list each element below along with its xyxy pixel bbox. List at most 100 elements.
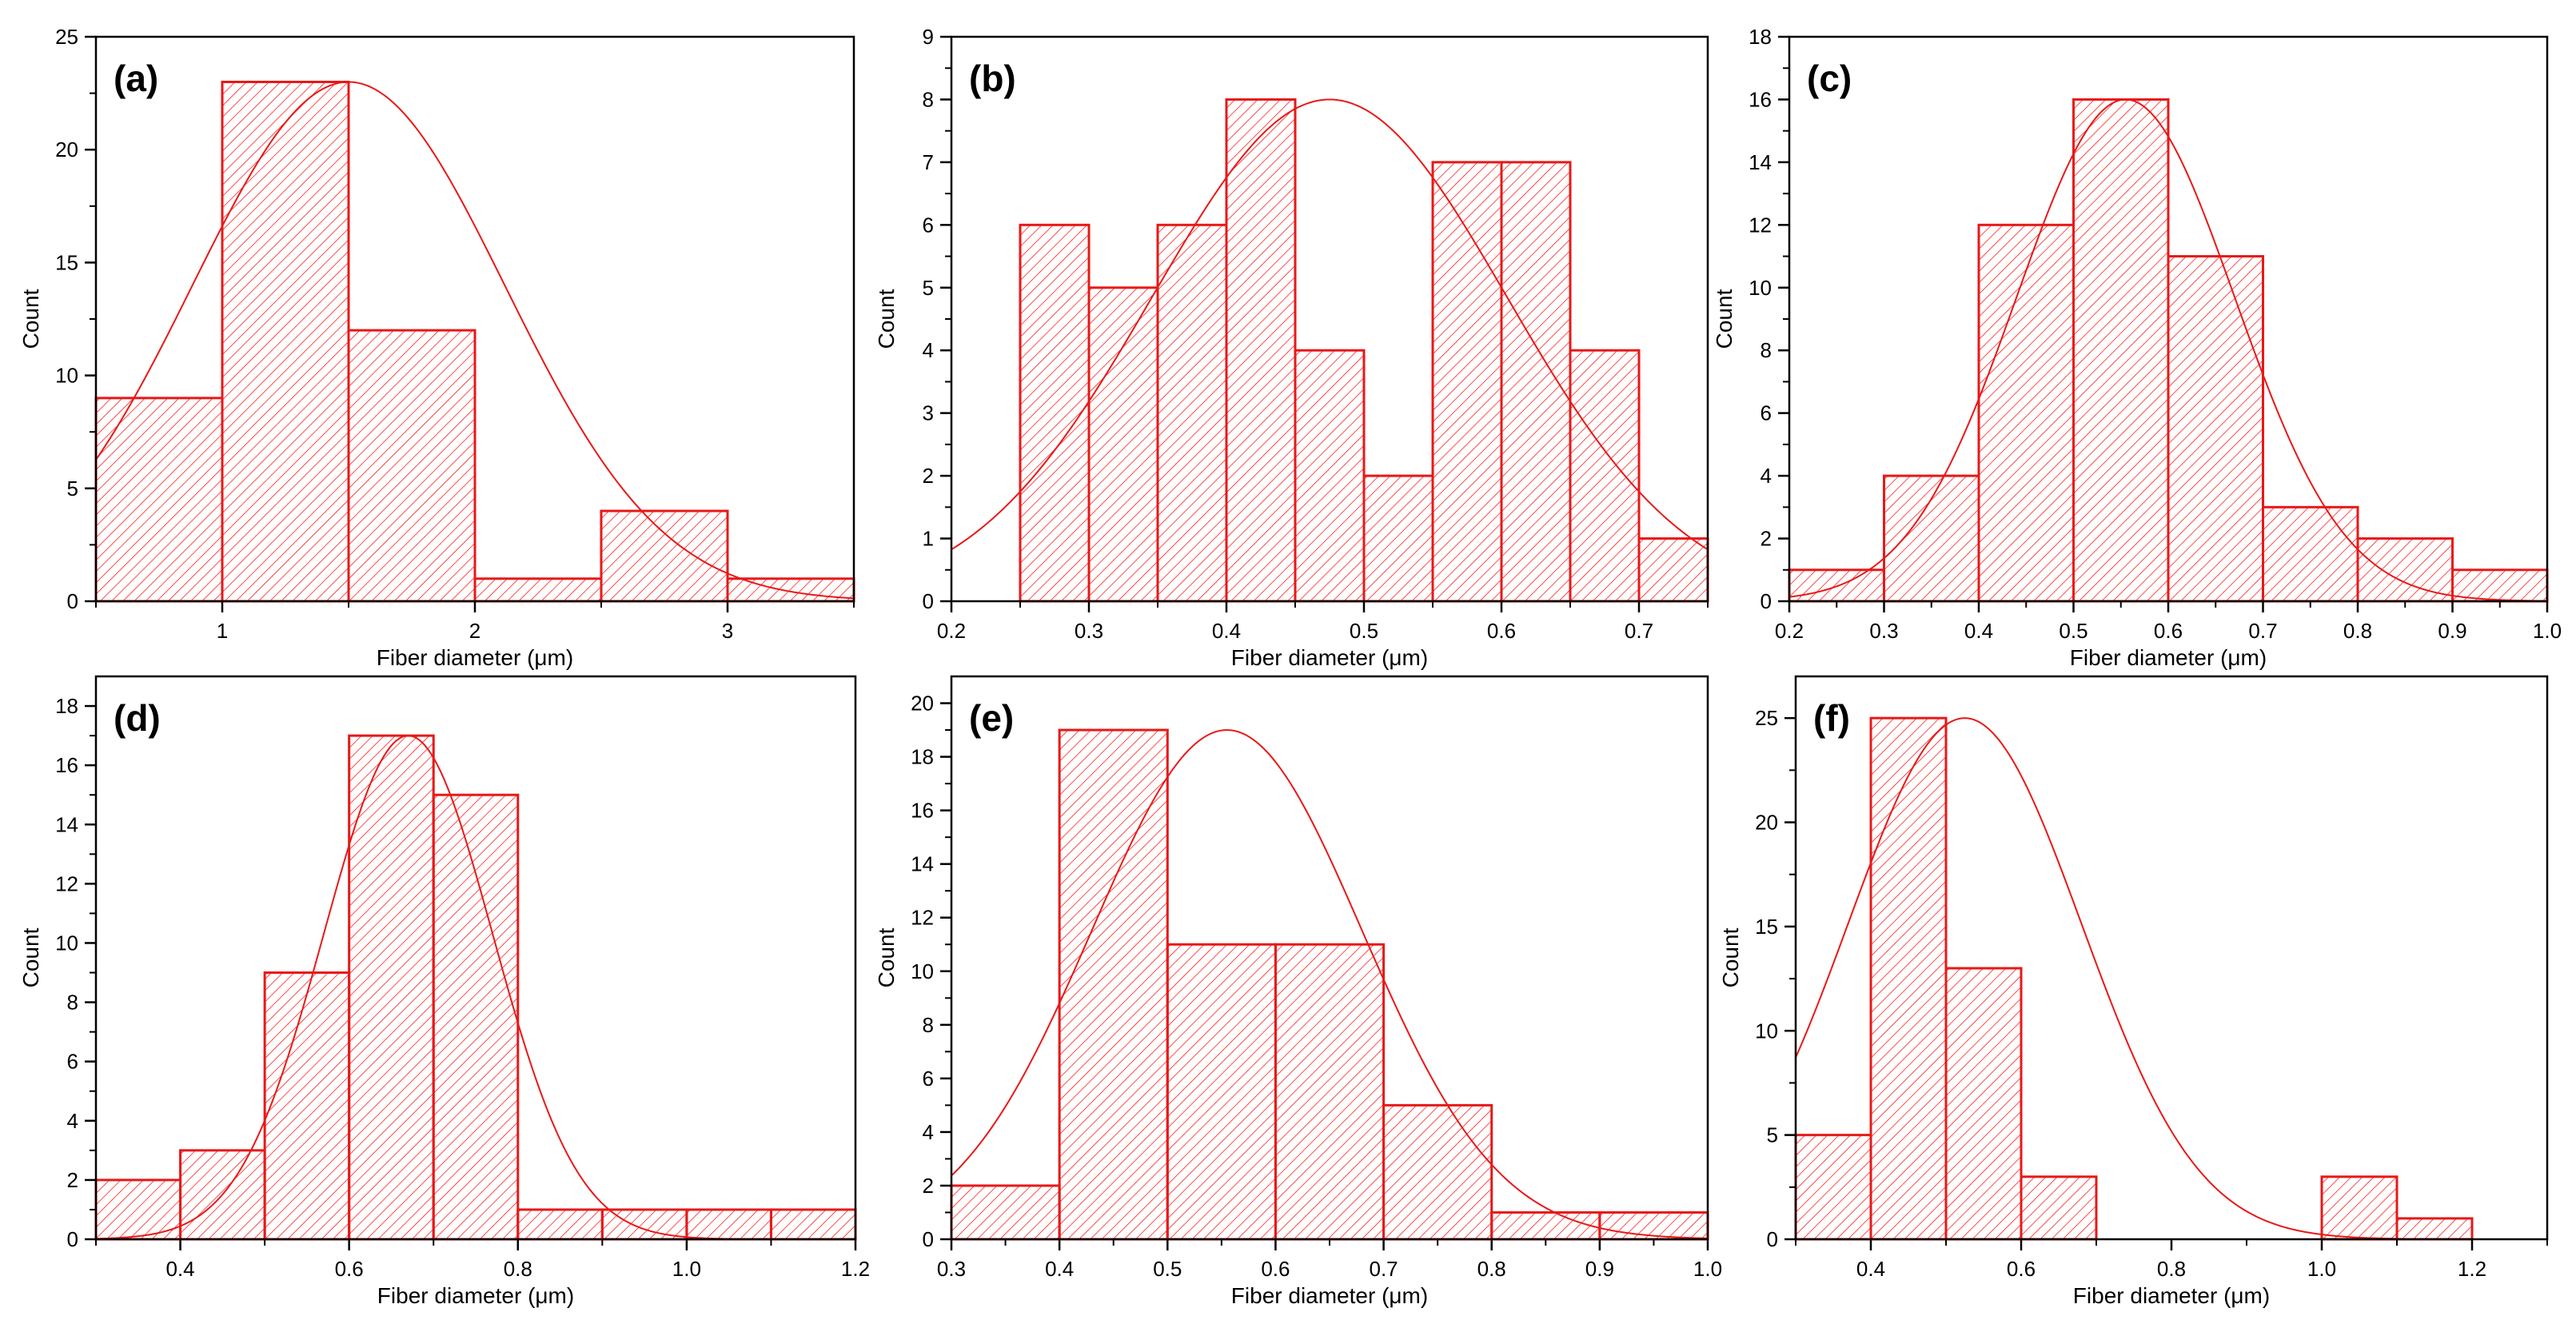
histogram-bar <box>516 1208 604 1241</box>
histogram-bar <box>2320 1175 2399 1241</box>
y-tick-label: 18 <box>911 745 934 769</box>
y-tick-label: 20 <box>55 138 78 162</box>
y-tick-label: 25 <box>1755 706 1778 730</box>
histogram-bar <box>1166 943 1277 1241</box>
histogram-bar <box>1883 474 1980 603</box>
y-axis-label: Count <box>874 927 899 987</box>
chart-panel: 0.2 0.3 0.4 0.5 0.6 0.7 0 1 2 3 4 5 6 7 8 9 Fiber diamet… <box>874 25 1709 670</box>
histogram-bar <box>94 397 224 603</box>
y-tick-label: 7 <box>923 150 934 174</box>
histogram-bar <box>1156 223 1228 603</box>
x-tick-label: 0.9 <box>1585 1257 1614 1281</box>
x-tick-label: 0.4 <box>1045 1257 1074 1281</box>
y-axis-label: Count <box>874 289 899 349</box>
histogram-bar <box>2020 1175 2098 1241</box>
y-tick-label: 5 <box>923 276 934 300</box>
y-tick-label: 4 <box>1761 464 1772 488</box>
y-tick-label: 6 <box>67 1050 78 1074</box>
y-tick-label: 10 <box>55 931 78 955</box>
histogram-bar <box>1869 716 1948 1241</box>
histogram-bar <box>2356 537 2454 603</box>
histogram-bar <box>1362 474 1434 603</box>
panel-label: (f) <box>1813 697 1850 739</box>
histogram-bar <box>1500 161 1572 603</box>
x-tick-label: 0.5 <box>1350 619 1378 643</box>
y-tick-label: 2 <box>1761 527 1772 551</box>
y-axis-label: Count <box>18 927 43 987</box>
y-axis-label: Count <box>1712 289 1737 349</box>
x-tick-label: 0.8 <box>2343 619 2372 643</box>
histogram-bar <box>1794 1134 1872 1241</box>
y-tick-label: 4 <box>923 1120 934 1144</box>
x-tick-label: 0.4 <box>165 1257 194 1281</box>
histogram-bar <box>769 1208 857 1241</box>
x-tick-label: 0.5 <box>2059 619 2088 643</box>
histogram-bar <box>2262 505 2359 603</box>
x-tick-label: 0.4 <box>1856 1257 1885 1281</box>
y-tick-label: 15 <box>55 250 78 274</box>
y-tick-label: 14 <box>911 852 934 876</box>
histogram-bar <box>2072 98 2170 603</box>
x-tick-label: 0.7 <box>1625 619 1653 643</box>
histogram-bar <box>1087 286 1159 603</box>
y-tick-label: 0 <box>67 1227 78 1251</box>
histogram-bar <box>1294 349 1366 603</box>
y-tick-label: 2 <box>67 1168 78 1192</box>
y-tick-label: 25 <box>55 25 78 49</box>
y-axis-label: Count <box>18 289 43 349</box>
histogram-bar <box>685 1208 772 1241</box>
x-axis-label: Fiber diameter (μm) <box>1231 1283 1428 1308</box>
y-tick-label: 6 <box>923 1067 934 1091</box>
y-tick-label: 1 <box>923 527 934 551</box>
y-tick-label: 16 <box>911 799 934 823</box>
histogram-bar <box>347 329 477 603</box>
x-tick-label: 0.7 <box>2248 619 2277 643</box>
y-tick-label: 16 <box>55 753 78 777</box>
x-tick-label: 0.3 <box>937 1257 966 1281</box>
x-tick-label: 0.4 <box>1212 619 1241 643</box>
histogram-bar <box>432 793 520 1241</box>
x-tick-label: 3 <box>722 619 733 643</box>
y-tick-label: 6 <box>1761 401 1772 425</box>
histogram-bar <box>1977 223 2075 603</box>
x-tick-label: 0.6 <box>1487 619 1516 643</box>
panel-label: (e) <box>969 697 1014 739</box>
chart-panel: 1 2 3 0 5 10 15 20 25 Fiber diameter (μm) Count (a) <box>18 25 855 670</box>
y-tick-label: 10 <box>911 959 934 983</box>
panel-label: (a) <box>114 58 158 99</box>
x-tick-label: 1.0 <box>1693 1257 1722 1281</box>
y-tick-label: 12 <box>1749 213 1772 237</box>
y-tick-label: 9 <box>923 25 934 49</box>
x-tick-label: 0.7 <box>1369 1257 1398 1281</box>
x-tick-label: 0.4 <box>1964 619 1993 643</box>
y-tick-label: 0 <box>923 1227 934 1251</box>
x-tick-label: 0.3 <box>1075 619 1103 643</box>
y-tick-label: 10 <box>1749 276 1772 300</box>
y-tick-label: 12 <box>55 871 78 895</box>
normal-fit-curve <box>96 81 854 600</box>
histogram-bar <box>2395 1217 2474 1241</box>
histogram-bar <box>1225 98 1297 603</box>
histogram-bar <box>2167 255 2264 603</box>
x-tick-label: 0.8 <box>1477 1257 1506 1281</box>
histogram-bar <box>1058 728 1169 1241</box>
y-tick-label: 2 <box>923 1174 934 1198</box>
chart-panel: 0.4 0.6 0.8 1.0 1.2 0 5 10 15 20 25 Fiber diameter … <box>1718 675 2549 1308</box>
normal-fit-curve <box>951 729 1708 1239</box>
panel-label: (d) <box>114 697 161 739</box>
x-tick-label: 0.2 <box>937 619 966 643</box>
x-tick-label: 0.5 <box>1153 1257 1182 1281</box>
y-tick-label: 16 <box>1749 87 1772 111</box>
histogram-bar <box>263 971 351 1241</box>
x-tick-label: 0.6 <box>2007 1257 2036 1281</box>
x-tick-label: 0.6 <box>2154 619 2183 643</box>
y-axis-label: Count <box>1718 927 1743 987</box>
histogram-bar <box>1569 349 1641 603</box>
histogram-bar <box>600 509 729 603</box>
y-tick-label: 0 <box>923 589 934 613</box>
x-tick-label: 1.0 <box>672 1257 701 1281</box>
x-tick-label: 0.8 <box>504 1257 532 1281</box>
y-tick-label: 14 <box>1749 150 1772 174</box>
y-tick-label: 4 <box>67 1109 78 1133</box>
